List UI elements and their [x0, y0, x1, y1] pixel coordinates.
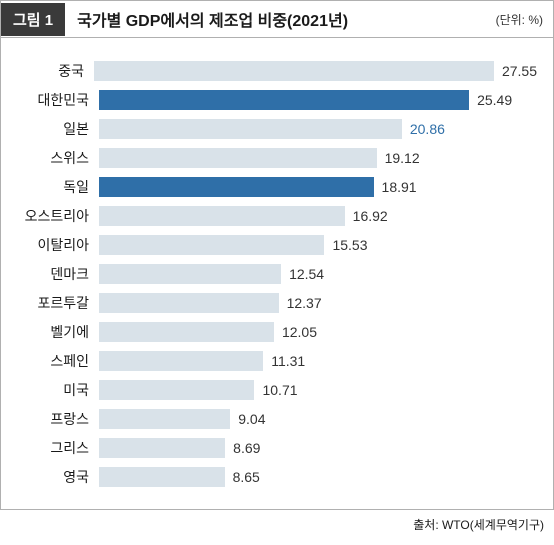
- bar-wrap: 12.54: [99, 263, 537, 285]
- bar-row: 포르투갈 12.37: [1, 288, 537, 317]
- bar-wrap: 15.53: [99, 234, 537, 256]
- category-label: 대한민국: [1, 90, 99, 110]
- bar-row: 대한민국 25.49: [1, 85, 537, 114]
- bar-row: 영국 8.65: [1, 462, 537, 491]
- category-label: 일본: [1, 119, 99, 139]
- bar: [99, 467, 225, 487]
- bar-row: 미국 10.71: [1, 375, 537, 404]
- value-label: 25.49: [477, 92, 512, 108]
- bar-row: 오스트리아 16.92: [1, 201, 537, 230]
- category-label: 미국: [1, 380, 99, 400]
- bar-row: 일본 20.86: [1, 114, 537, 143]
- bar-row: 스위스 19.12: [1, 143, 537, 172]
- value-label: 12.54: [289, 266, 324, 282]
- value-label: 9.04: [238, 411, 265, 427]
- category-label: 오스트리아: [1, 206, 99, 226]
- bar-wrap: 20.86: [99, 118, 537, 140]
- bar-wrap: 10.71: [99, 379, 537, 401]
- bar-row: 그리스 8.69: [1, 433, 537, 462]
- value-label: 12.05: [282, 324, 317, 340]
- bar: [99, 293, 279, 313]
- figure-label: 그림 1: [1, 3, 65, 36]
- bar-wrap: 19.12: [99, 147, 537, 169]
- value-label: 8.65: [233, 469, 260, 485]
- bar: [99, 235, 324, 255]
- category-label: 스페인: [1, 351, 99, 371]
- bar-wrap: 16.92: [99, 205, 537, 227]
- category-label: 프랑스: [1, 409, 99, 429]
- chart-title: 국가별 GDP에서의 제조업 비중(2021년): [77, 7, 495, 31]
- bar: [99, 351, 263, 371]
- figure-container: 그림 1 국가별 GDP에서의 제조업 비중(2021년) (단위: %) 중국…: [0, 0, 554, 510]
- category-label: 독일: [1, 177, 99, 197]
- chart-area: 중국 27.55 대한민국 25.49 일본 20.86 스위스 19.12 독일 18.91 오스…: [1, 38, 553, 509]
- value-label: 15.53: [332, 237, 367, 253]
- category-label: 덴마크: [1, 264, 99, 284]
- category-label: 이탈리아: [1, 235, 99, 255]
- bar-wrap: 18.91: [99, 176, 537, 198]
- category-label: 영국: [1, 467, 99, 487]
- bar-wrap: 8.69: [99, 437, 537, 459]
- value-label: 11.31: [271, 353, 305, 369]
- bar-wrap: 8.65: [99, 466, 537, 488]
- bar-row: 벨기에 12.05: [1, 317, 537, 346]
- bar-row: 덴마크 12.54: [1, 259, 537, 288]
- category-label: 벨기에: [1, 322, 99, 342]
- bar: [99, 380, 254, 400]
- category-label: 포르투갈: [1, 293, 99, 313]
- bar: [99, 206, 345, 226]
- bar-row: 프랑스 9.04: [1, 404, 537, 433]
- bar-row: 독일 18.91: [1, 172, 537, 201]
- bar-row: 이탈리아 15.53: [1, 230, 537, 259]
- bar-highlight: [99, 90, 469, 110]
- value-label: 20.86: [410, 121, 445, 137]
- bar: [99, 409, 230, 429]
- unit-label: (단위: %): [496, 11, 543, 28]
- value-label: 12.37: [287, 295, 322, 311]
- bar: [99, 264, 281, 284]
- value-label: 8.69: [233, 440, 260, 456]
- value-label: 16.92: [353, 208, 388, 224]
- bar-wrap: 12.37: [99, 292, 537, 314]
- bar: [99, 148, 377, 168]
- bar: [99, 119, 402, 139]
- bar-wrap: 12.05: [99, 321, 537, 343]
- category-label: 스위스: [1, 148, 99, 168]
- source-label: 출처: WTO(세계무역기구): [0, 510, 554, 537]
- category-label: 그리스: [1, 438, 99, 458]
- bar-row: 중국 27.55: [1, 56, 537, 85]
- bar-wrap: 9.04: [99, 408, 537, 430]
- bar-wrap: 27.55: [94, 60, 537, 82]
- value-label: 19.12: [385, 150, 420, 166]
- value-label: 10.71: [262, 382, 297, 398]
- bar-row: 스페인 11.31: [1, 346, 537, 375]
- value-label: 18.91: [382, 179, 417, 195]
- bar-highlight: [99, 177, 374, 197]
- bar: [94, 61, 494, 81]
- bar-wrap: 25.49: [99, 89, 537, 111]
- category-label: 중국: [1, 61, 94, 81]
- bar-wrap: 11.31: [99, 350, 537, 372]
- bar: [99, 322, 274, 342]
- figure-header: 그림 1 국가별 GDP에서의 제조업 비중(2021년) (단위: %): [1, 1, 553, 38]
- value-label: 27.55: [502, 63, 537, 79]
- bar: [99, 438, 225, 458]
